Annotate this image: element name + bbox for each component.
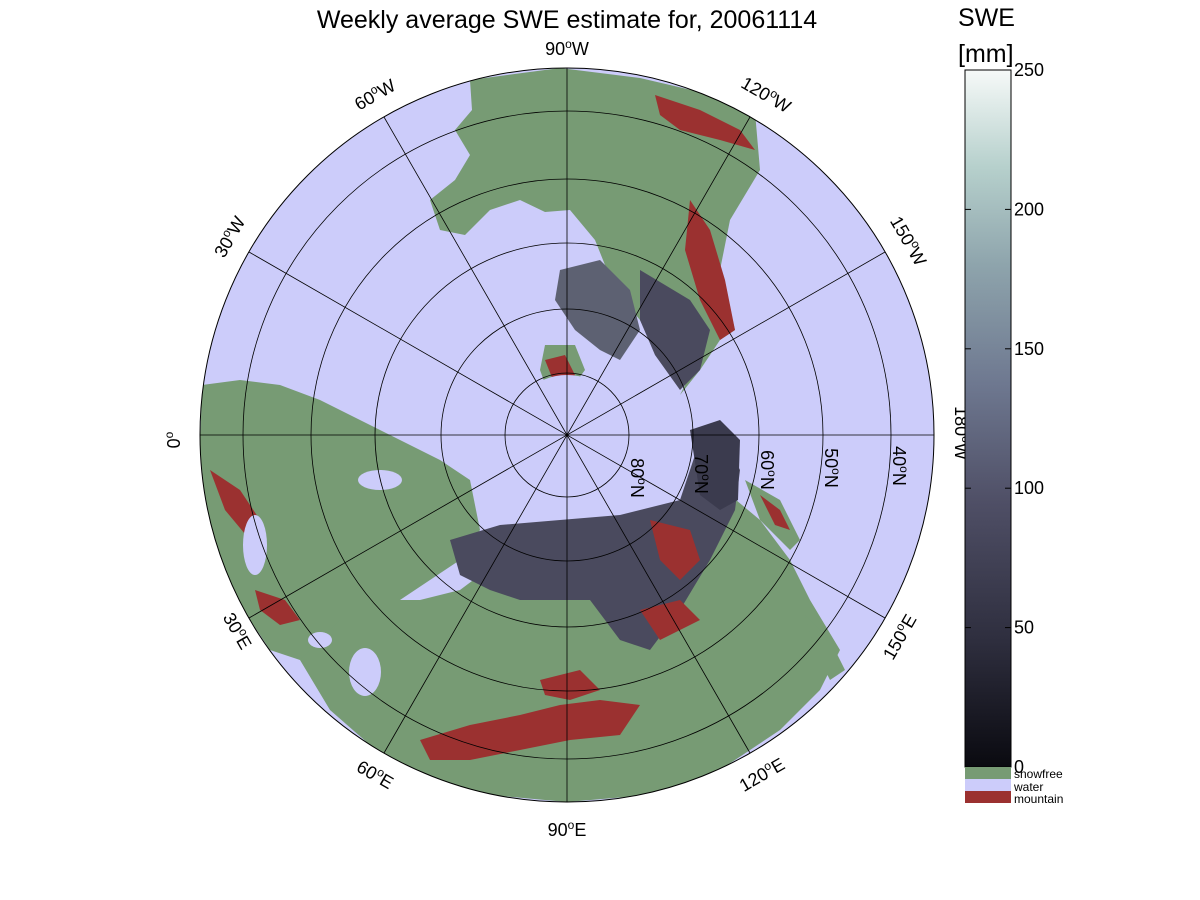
caspian-sea [349, 648, 381, 696]
colorbar-gradient [964, 69, 1012, 768]
north-america-snow-cover [640, 270, 710, 390]
colorbar-tick-label: 150 [1014, 339, 1044, 359]
colorbar-label-unit: [mm] [958, 40, 1014, 68]
lon-label-90w: 90oW [545, 37, 589, 59]
lat-label-40n: 40oN [889, 446, 911, 486]
legend-label-mountain: mountain [1014, 792, 1063, 806]
baltic-sea [243, 515, 267, 575]
legend-swatch-mountain [965, 791, 1011, 803]
rocky-mountains [685, 200, 735, 340]
alps [255, 590, 300, 625]
lon-label-120w: 120oW [738, 71, 796, 117]
legend-label-snowfree: snowfree [1014, 767, 1063, 781]
legend-label-water: water [1013, 780, 1043, 794]
lat-label-60n: 60oN [757, 450, 779, 490]
siberia-snow-cover [450, 430, 740, 650]
lon-label-90e: 90oE [548, 818, 587, 840]
far-east-snow-cover [690, 420, 740, 510]
lat-label-50n: 50oN [821, 448, 843, 488]
arctic-islands [555, 260, 640, 360]
colorbar-tick-label: 50 [1014, 618, 1034, 638]
central-asia-mountains [540, 670, 600, 700]
europe-landmass [200, 380, 480, 660]
japan-landmass [805, 615, 845, 680]
latitude-labels: 80oN 70oN 60oN 50oN 40oN [627, 446, 911, 498]
alaska-mountains [655, 95, 755, 150]
lat-label-70n: 70oN [691, 454, 713, 494]
map-border [199, 67, 935, 803]
east-siberia-mountains [650, 520, 700, 580]
colorbar-tick-label: 250 [1014, 60, 1044, 80]
meridians [200, 68, 934, 802]
colorbar-tick-label: 0 [1014, 757, 1024, 777]
map-title: Weekly average SWE estimate for, 2006111… [317, 6, 817, 34]
colorbar-tick-label: 200 [1014, 199, 1044, 219]
colorbar-label-unit-name: SWE [958, 4, 1015, 32]
black-sea [308, 632, 332, 648]
himalaya-tibet [420, 700, 640, 760]
lon-label-30w: 30oW [208, 212, 249, 261]
lon-label-120e: 120oE [735, 752, 788, 795]
lon-label-60e: 60oE [353, 755, 398, 793]
legend-swatch-snowfree [965, 767, 1011, 779]
kamchatka-mountains [760, 495, 790, 530]
lon-label-60w: 60oW [350, 73, 399, 114]
legend-swatch-water [965, 779, 1011, 791]
asia-landmass [300, 495, 840, 802]
far-east-mountains [640, 600, 700, 640]
meridian-150w-30e [248, 251, 886, 619]
hudson-bay [525, 223, 585, 267]
lat-label-80n: 80oN [627, 458, 649, 498]
lon-label-150w: 150oW [886, 212, 932, 270]
colorbar-tick-label: 100 [1014, 478, 1044, 498]
polar-map [200, 68, 934, 802]
lon-label-0: 0o [162, 431, 184, 448]
